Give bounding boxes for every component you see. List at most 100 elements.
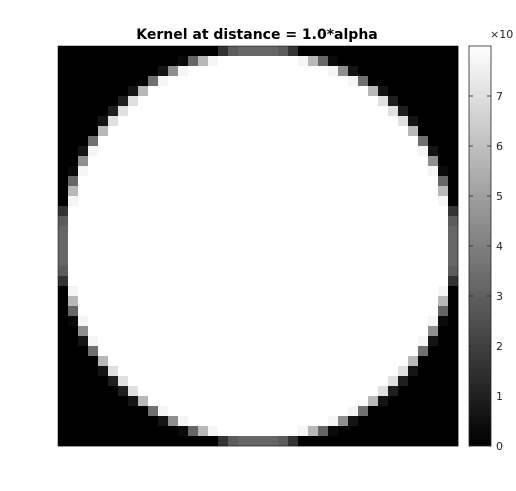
heatmap-cell bbox=[448, 56, 459, 67]
heatmap-cell bbox=[358, 216, 369, 227]
heatmap-cell bbox=[288, 356, 299, 367]
heatmap-cell bbox=[318, 216, 329, 227]
heatmap-cell bbox=[78, 256, 89, 267]
heatmap-cell bbox=[338, 66, 349, 77]
heatmap-cell bbox=[268, 166, 279, 177]
heatmap-cell bbox=[168, 56, 179, 67]
heatmap-cell bbox=[398, 136, 409, 147]
heatmap-cell bbox=[98, 46, 109, 57]
heatmap-cell bbox=[408, 46, 419, 57]
heatmap-cell bbox=[88, 236, 99, 247]
heatmap-cell bbox=[258, 346, 269, 357]
heatmap-cell bbox=[58, 246, 69, 257]
heatmap-cell bbox=[428, 216, 439, 227]
heatmap-cell bbox=[358, 376, 369, 387]
heatmap-cell bbox=[178, 76, 189, 87]
heatmap-cell bbox=[108, 136, 119, 147]
heatmap-cell bbox=[68, 66, 79, 77]
heatmap-cell bbox=[88, 96, 99, 107]
heatmap-cell bbox=[78, 426, 89, 437]
heatmap-cell bbox=[368, 136, 379, 147]
heatmap-cell bbox=[448, 126, 459, 137]
heatmap-cell bbox=[358, 256, 369, 267]
heatmap-cell bbox=[298, 356, 309, 367]
heatmap-cell bbox=[368, 226, 379, 237]
heatmap-cell bbox=[98, 336, 109, 347]
heatmap-cell bbox=[388, 336, 399, 347]
heatmap-cell bbox=[438, 96, 449, 107]
heatmap-cell bbox=[328, 136, 339, 147]
heatmap-cell bbox=[438, 246, 449, 257]
heatmap-cell bbox=[58, 216, 69, 227]
heatmap-cell bbox=[378, 136, 389, 147]
heatmap-cell bbox=[248, 356, 259, 367]
heatmap-cell bbox=[238, 186, 249, 197]
heatmap-cell bbox=[408, 186, 419, 197]
heatmap-cell bbox=[188, 106, 199, 117]
heatmap-cell bbox=[378, 366, 389, 377]
heatmap-cell bbox=[398, 366, 409, 377]
heatmap-cell bbox=[428, 116, 439, 127]
heatmap-cell bbox=[318, 116, 329, 127]
heatmap-cell bbox=[188, 426, 199, 437]
heatmap-cell bbox=[408, 356, 419, 367]
heatmap-cell bbox=[218, 136, 229, 147]
heatmap-cell bbox=[268, 356, 279, 367]
heatmap-cell bbox=[188, 276, 199, 287]
heatmap-cell bbox=[188, 316, 199, 327]
heatmap-cell bbox=[208, 416, 219, 427]
heatmap-cell bbox=[88, 226, 99, 237]
heatmap-cell bbox=[278, 156, 289, 167]
heatmap-cell bbox=[188, 236, 199, 247]
heatmap-cell bbox=[448, 436, 459, 447]
heatmap-cell bbox=[258, 256, 269, 267]
heatmap-cell bbox=[208, 86, 219, 97]
heatmap-cell bbox=[258, 166, 269, 177]
heatmap-cell bbox=[318, 196, 329, 207]
heatmap-cell bbox=[138, 76, 149, 87]
heatmap-cell bbox=[168, 416, 179, 427]
heatmap-cell bbox=[378, 86, 389, 97]
heatmap-cell bbox=[308, 356, 319, 367]
heatmap-cell bbox=[108, 426, 119, 437]
heatmap-cell bbox=[158, 246, 169, 257]
heatmap-cell bbox=[228, 96, 239, 107]
heatmap-cell bbox=[78, 376, 89, 387]
heatmap-cell bbox=[408, 276, 419, 287]
heatmap-cell bbox=[438, 176, 449, 187]
heatmap-cell bbox=[218, 436, 229, 447]
heatmap-cell bbox=[368, 166, 379, 177]
heatmap-cell bbox=[398, 186, 409, 197]
heatmap-cell bbox=[438, 316, 449, 327]
heatmap-cell bbox=[108, 196, 119, 207]
heatmap-cell bbox=[298, 166, 309, 177]
heatmap-cell bbox=[298, 326, 309, 337]
heatmap-cell bbox=[428, 396, 439, 407]
heatmap-cell bbox=[238, 66, 249, 77]
heatmap-cell bbox=[308, 366, 319, 377]
heatmap-cell bbox=[418, 416, 429, 427]
heatmap-cell bbox=[388, 286, 399, 297]
heatmap-cell bbox=[398, 416, 409, 427]
heatmap-cell bbox=[178, 326, 189, 337]
heatmap-cell bbox=[248, 286, 259, 297]
heatmap-cell bbox=[78, 146, 89, 157]
heatmap-cell bbox=[398, 376, 409, 387]
heatmap-cell bbox=[378, 166, 389, 177]
heatmap-cell bbox=[198, 236, 209, 247]
heatmap-cell bbox=[98, 126, 109, 137]
heatmap-cell bbox=[88, 336, 99, 347]
heatmap-cell bbox=[318, 86, 329, 97]
heatmap-cell bbox=[248, 336, 259, 347]
heatmap-cell bbox=[118, 296, 129, 307]
heatmap-cell bbox=[88, 266, 99, 277]
heatmap-cell bbox=[198, 316, 209, 327]
heatmap-cell bbox=[328, 396, 339, 407]
heatmap-cell bbox=[198, 346, 209, 357]
heatmap-cell bbox=[78, 166, 89, 177]
heatmap-cell bbox=[298, 306, 309, 317]
heatmap-cell bbox=[218, 396, 229, 407]
heatmap-cell bbox=[128, 176, 139, 187]
heatmap-cell bbox=[148, 146, 159, 157]
heatmap-cell bbox=[278, 356, 289, 367]
